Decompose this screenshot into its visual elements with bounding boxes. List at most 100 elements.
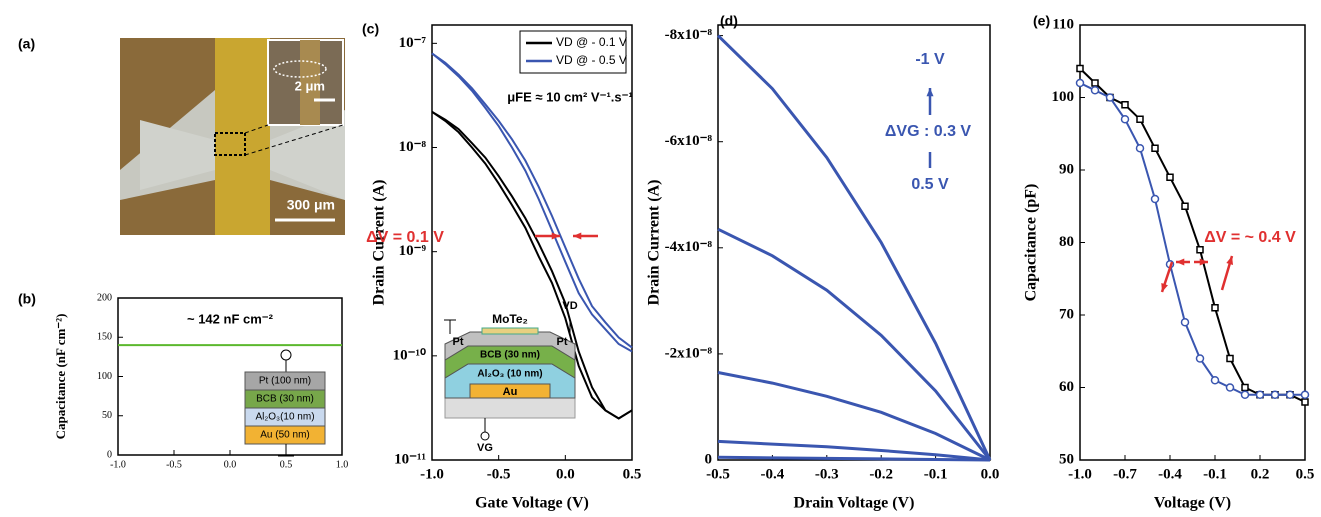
y-tick-label: -2x10⁻⁸ (665, 345, 713, 361)
data-line (431, 110, 633, 420)
y-tick-label: 80 (1059, 234, 1074, 250)
panel-label: (d) (720, 13, 738, 29)
data-point (1180, 318, 1190, 327)
panel-label: (c) (362, 21, 379, 37)
layer-label: BCB (30 nm) (256, 394, 314, 405)
x-tick-label: -1.0 (420, 466, 444, 482)
data-point (1196, 246, 1204, 254)
data-line (717, 371, 991, 462)
data-point (1226, 354, 1234, 363)
data-point (1300, 390, 1310, 399)
x-tick-label: 0.5 (623, 466, 642, 482)
arrow-head (573, 232, 582, 240)
y-tick-label: 90 (1059, 161, 1074, 177)
data-point (1240, 390, 1250, 399)
data-line (717, 455, 991, 462)
layer (244, 425, 326, 445)
data-point (1135, 144, 1145, 153)
data-point (1301, 398, 1309, 406)
arrow-head (1226, 256, 1234, 265)
panel-label: (a) (18, 36, 35, 52)
inset-label: VD (562, 300, 577, 312)
data-line (717, 227, 992, 461)
annotation: -1 V (915, 51, 945, 68)
data-point (1270, 390, 1280, 399)
annotation: ΔV = ~ 0.4 V (1204, 229, 1296, 246)
x-tick-label: -0.4 (1158, 466, 1182, 482)
annotation: ~ 142 nF cm⁻² (187, 311, 274, 326)
data-point (1076, 64, 1084, 73)
y-tick-label: 0 (107, 449, 112, 460)
x-tick-label: -0.2 (869, 466, 893, 482)
annotation: μFE ≈ 10 cm² V⁻¹.s⁻¹ (507, 89, 633, 104)
data-line (431, 110, 633, 420)
y-tick-label: 150 (97, 332, 112, 343)
data-point (1225, 383, 1235, 392)
scale-label: 2 μm (295, 78, 325, 93)
x-tick-label: -0.3 (815, 466, 839, 482)
layer-label: Pt (100 nm) (259, 376, 311, 387)
x-tick-label: 0.0 (224, 459, 237, 470)
data-point (1075, 78, 1085, 88)
y-axis-label: Capacitance (pF) (1023, 184, 1040, 302)
x-tick-label: 0.0 (556, 466, 575, 482)
scale-label: 300 μm (287, 197, 335, 213)
y-tick-label: 60 (1059, 379, 1074, 395)
y-tick-label: 10⁻⁹ (399, 243, 427, 259)
y-tick-label: 100 (97, 371, 112, 382)
data-point (1255, 390, 1265, 399)
data-point (1285, 390, 1295, 399)
x-tick-label: 0.5 (1296, 466, 1315, 482)
panel-label: (b) (18, 291, 36, 307)
x-tick-label: -0.5 (166, 459, 182, 470)
y-tick-label: -6x10⁻⁸ (665, 133, 713, 149)
data-point (1151, 144, 1159, 152)
data-point (1090, 86, 1100, 95)
annotation: ΔVG : 0.3 V (885, 123, 972, 140)
x-tick-label: -0.5 (487, 466, 511, 482)
x-axis-label: Voltage (V) (1154, 495, 1231, 512)
x-tick-label: -1.0 (1068, 466, 1092, 482)
data-point (1105, 93, 1115, 102)
arrow-head (1176, 258, 1185, 266)
plot-frame (717, 24, 991, 461)
x-axis-label: Drain Voltage (V) (794, 495, 915, 512)
substrate (444, 397, 576, 419)
data-point (1091, 79, 1099, 87)
arrow-head (551, 232, 560, 240)
y-tick-label: 10⁻¹¹ (394, 451, 426, 467)
x-tick-label: 0.5 (280, 459, 293, 470)
terminal (280, 349, 292, 361)
data-line (1079, 82, 1305, 396)
inset-label: Au (503, 386, 518, 398)
y-tick-label: 10⁻⁷ (399, 35, 427, 51)
inset-label: BCB (30 nm) (480, 350, 540, 361)
inset-label: Pt (453, 336, 464, 348)
data-point (1136, 115, 1144, 123)
arrow-head (926, 88, 934, 97)
mote2 (481, 327, 539, 335)
inset-label: Al₂O₃ (10 nm) (477, 369, 542, 380)
pt (444, 331, 576, 361)
y-axis-label: Drain Current (A) (371, 180, 388, 306)
data-point (1120, 115, 1130, 124)
plot-frame (431, 24, 633, 461)
data-point (1150, 194, 1160, 204)
y-tick-label: 50 (102, 410, 112, 421)
data-point (1181, 202, 1189, 210)
x-axis-label: Gate Voltage (V) (475, 495, 589, 512)
arrow-head (1199, 258, 1208, 266)
data-point (1195, 354, 1205, 363)
data-line (716, 34, 992, 461)
legend-label: VD @ - 0.1 V (556, 35, 627, 49)
panel-label: (e) (1033, 13, 1050, 29)
data-point (1241, 383, 1249, 392)
y-tick-label: 100 (1052, 89, 1075, 105)
inset-label: VG (477, 442, 493, 454)
y-tick-label: 110 (1052, 16, 1074, 32)
data-line (431, 52, 633, 349)
legend-label: VD @ - 0.5 V (556, 53, 627, 67)
y-axis-label: Capacitance (nF cm⁻²) (53, 314, 68, 440)
y-tick-label: -8x10⁻⁸ (665, 27, 713, 43)
data-point (1211, 304, 1219, 312)
